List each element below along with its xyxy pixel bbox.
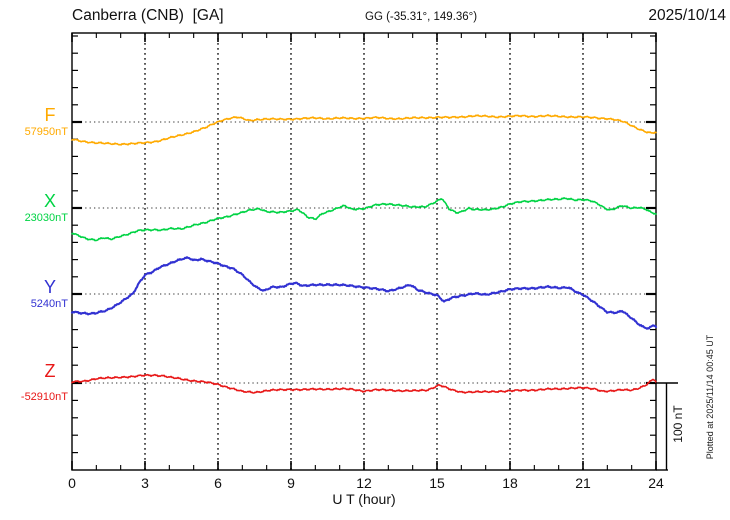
trace-X xyxy=(71,197,657,242)
x-tick-label: 21 xyxy=(575,475,591,491)
x-axis-label: U T (hour) xyxy=(332,491,396,507)
x-tick-label: 12 xyxy=(356,475,372,491)
channel-Y-label: Y xyxy=(43,277,56,297)
trace-F xyxy=(71,114,657,146)
channel-Z-value: -52910nT xyxy=(20,391,68,403)
channel-Y-value: 5240nT xyxy=(30,298,68,310)
channel-F-label: F xyxy=(44,105,56,125)
x-tick-label: 0 xyxy=(68,475,76,491)
channel-Z-label: Z xyxy=(44,361,56,381)
plot-frame xyxy=(71,32,657,471)
channel-X-label: X xyxy=(43,191,56,211)
x-tick-label: 9 xyxy=(287,475,295,491)
data-traces xyxy=(70,114,658,394)
channel-F-value: 57950nT xyxy=(24,126,68,138)
trace-Z xyxy=(71,373,657,394)
station-title: Canberra (CNB) [GA] xyxy=(72,7,224,24)
scale-bar xyxy=(656,382,678,471)
trace-Y xyxy=(70,256,658,330)
x-tick-label: 24 xyxy=(648,475,664,491)
x-tick-label: 6 xyxy=(214,475,222,491)
geographic-coords: GG (-35.31°, 149.36°) xyxy=(365,11,478,23)
plot-date: 2025/10/14 xyxy=(648,7,726,24)
x-tick-label: 15 xyxy=(429,475,445,491)
tick-marks xyxy=(71,33,657,470)
x-tick-label: 3 xyxy=(141,475,149,491)
channel-X-value: 23030nT xyxy=(24,212,68,224)
gridlines xyxy=(72,33,656,470)
x-tick-label: 18 xyxy=(502,475,518,491)
